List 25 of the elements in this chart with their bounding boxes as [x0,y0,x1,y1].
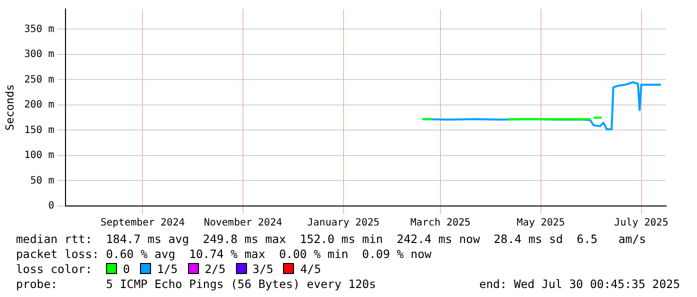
y-tick-label: 350 m [24,24,54,35]
y-axis-title: Seconds [3,84,16,131]
x-tick-label: September 2024 [100,218,185,229]
legend-title: loss color: [16,262,94,276]
y-tick-label: 250 m [24,74,54,86]
x-tick-label: November 2024 [204,218,282,229]
x-tick-label: May 2025 [516,218,565,229]
y-tick-label: 300 m [24,49,54,60]
legend-label: 4/5 [299,262,322,276]
y-tick-label: 100 m [24,150,54,162]
text: probe: 5 ICMP Echo Pings (56 Bytes) every 120s [16,277,376,292]
y-tick-label: 200 m [24,100,54,111]
y-tick-label: 150 m [24,124,54,136]
legend-label: 3/5 [252,262,274,276]
legend-label: 0 [122,262,130,276]
text: packet loss: 0.60 % avg 10.74 % max 0.00 % min 0.09 % now [16,247,432,262]
legend-label: 1/5 [156,262,178,276]
text: end: Wed Jul 30 00:45:35 2025 [479,277,680,292]
y-tick-label: 0 [48,200,54,212]
legend-label: 2/5 [204,262,226,276]
x-tick-label: March 2025 [410,218,471,229]
text: median rtt: 184.7 ms avg 249.8 ms max 152.0 ms min 242.4 ms now 28.4 ms sd 6.5 am/s [16,232,648,247]
y-tick-label: 50 m [30,175,54,186]
x-tick-label: January 2025 [307,218,380,229]
x-tick-label: July 2025 [614,218,668,229]
